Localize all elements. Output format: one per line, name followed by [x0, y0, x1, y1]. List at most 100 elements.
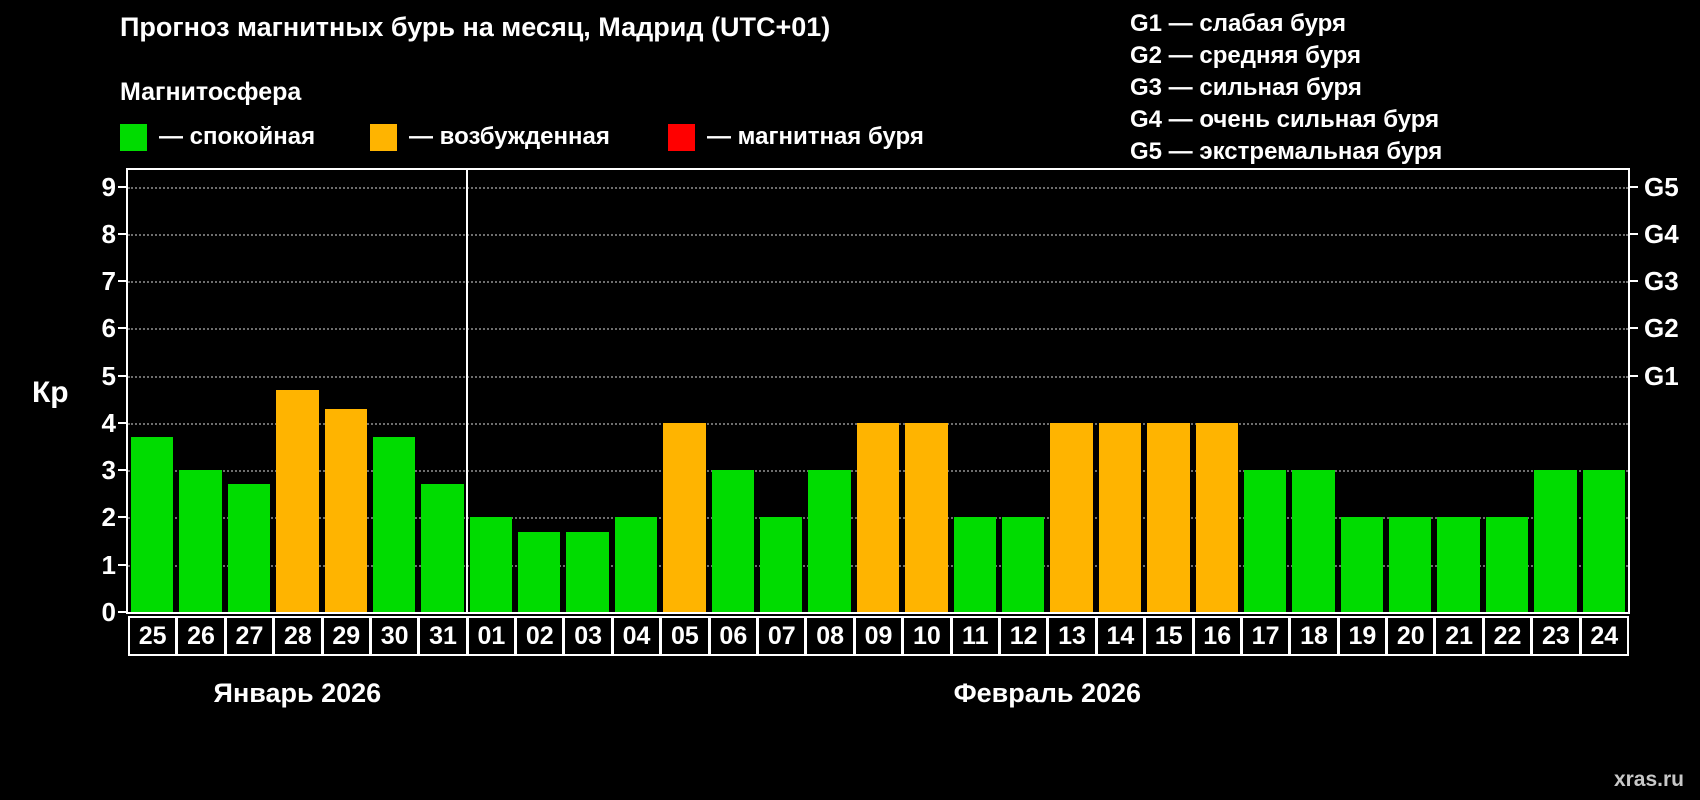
- right-axis-label-G1: G1: [1644, 360, 1679, 391]
- ytick-label-6: 6: [101, 313, 116, 344]
- day-label-26: 26: [176, 616, 226, 656]
- g-scale-legend: G1 — слабая буря G2 — средняя буря G3 — …: [1130, 8, 1442, 168]
- kp-bar-11: [953, 517, 996, 612]
- day-label-22: 22: [1482, 616, 1533, 656]
- kp-bar-19: [1340, 517, 1384, 612]
- ytick-mark-right-G4: [1628, 232, 1638, 235]
- right-axis-label-G2: G2: [1644, 313, 1679, 344]
- right-axis-label-G3: G3: [1644, 266, 1679, 297]
- day-label-27: 27: [224, 616, 275, 656]
- day-label-30: 30: [369, 616, 420, 656]
- day-label-02: 02: [515, 616, 565, 656]
- day-label-05: 05: [660, 616, 710, 656]
- day-label-28: 28: [273, 616, 323, 656]
- legend-item-storm: — магнитная буря: [668, 122, 924, 152]
- day-label-19: 19: [1337, 616, 1388, 656]
- kp-bar-24: [1582, 470, 1625, 612]
- day-label-12: 12: [998, 616, 1049, 656]
- g-legend-line-5: G5 — экстремальная буря: [1130, 138, 1443, 165]
- day-label-24: 24: [1579, 616, 1629, 656]
- kp-bar-14: [1098, 422, 1142, 612]
- day-label-16: 16: [1192, 616, 1242, 656]
- month-separator: [465, 170, 468, 612]
- ytick-mark-left-9: [118, 185, 128, 188]
- g-legend-line-2: G2 — средняя буря: [1130, 42, 1361, 69]
- kp-bar-07: [760, 517, 803, 612]
- gridline-kp-5: [128, 375, 1628, 378]
- kp-bar-08: [808, 470, 851, 612]
- kp-bar-02: [518, 531, 561, 612]
- day-label-21: 21: [1434, 616, 1484, 656]
- legend-item-quiet: — спокойная: [120, 122, 315, 152]
- excited-swatch-icon: [370, 123, 397, 151]
- ytick-label-5: 5: [101, 360, 116, 391]
- ytick-label-8: 8: [101, 218, 116, 249]
- kp-bar-01: [469, 517, 513, 612]
- day-label-17: 17: [1240, 616, 1291, 656]
- ytick-mark-left-7: [118, 280, 128, 283]
- gridline-kp-6: [128, 328, 1628, 331]
- day-label-29: 29: [321, 616, 371, 656]
- g-legend-line-4: G4 — очень сильная буря: [1130, 106, 1440, 133]
- kp-bar-31: [421, 484, 464, 612]
- ytick-label-0: 0: [101, 597, 116, 627]
- kp-bar-03: [566, 531, 609, 612]
- day-label-11: 11: [950, 616, 1000, 656]
- ytick-mark-right-G2: [1628, 327, 1638, 330]
- g-legend-line-1: G1 — слабая буря: [1130, 10, 1347, 37]
- day-label-20: 20: [1386, 616, 1436, 656]
- quiet-swatch-icon: [120, 123, 147, 151]
- kp-bar-09: [856, 422, 900, 612]
- ytick-mark-left-2: [118, 516, 128, 519]
- ytick-mark-left-4: [118, 421, 128, 424]
- storm-swatch-icon: [668, 123, 695, 151]
- kp-bar-06: [711, 470, 755, 612]
- month-label: Февраль 2026: [953, 678, 1142, 708]
- day-label-10: 10: [902, 616, 952, 656]
- ytick-mark-left-5: [118, 374, 128, 377]
- kp-bar-23: [1534, 470, 1577, 612]
- month-label: Январь 2026: [213, 678, 382, 708]
- day-label-06: 06: [708, 616, 759, 656]
- ytick-mark-right-G5: [1628, 185, 1638, 188]
- gridline-kp-7: [128, 281, 1628, 284]
- y-axis-label: Кр: [32, 376, 69, 409]
- legend-label-storm: — магнитная буря: [707, 123, 924, 150]
- kp-bar-29: [324, 408, 367, 612]
- gridline-kp-8: [128, 233, 1628, 236]
- right-axis-label-G4: G4: [1644, 218, 1679, 249]
- legend-label-excited: — возбужденная: [409, 123, 610, 150]
- day-label-08: 08: [805, 616, 855, 656]
- g-legend-line-3: G3 — сильная буря: [1130, 74, 1362, 101]
- ytick-label-1: 1: [101, 549, 116, 580]
- kp-bar-04: [614, 517, 658, 612]
- kp-bar-26: [179, 470, 222, 612]
- kp-bar-30: [372, 437, 416, 612]
- day-label-31: 31: [418, 616, 468, 656]
- day-label-04: 04: [611, 616, 662, 656]
- kp-bar-25: [131, 437, 174, 612]
- ytick-label-2: 2: [101, 502, 116, 533]
- kp-bar-18: [1292, 470, 1335, 612]
- ytick-label-9: 9: [101, 171, 116, 202]
- day-label-01: 01: [466, 616, 517, 656]
- ytick-label-3: 3: [101, 455, 116, 486]
- ytick-label-4: 4: [101, 407, 116, 438]
- day-label-07: 07: [757, 616, 807, 656]
- kp-bar-15: [1147, 422, 1190, 612]
- kp-bar-12: [1001, 517, 1045, 612]
- kp-bar-27: [227, 484, 271, 612]
- day-label-18: 18: [1289, 616, 1339, 656]
- ytick-mark-left-6: [118, 327, 128, 330]
- ytick-mark-right-G1: [1628, 374, 1638, 377]
- chart-title: Прогноз магнитных бурь на месяц, Мадрид …: [120, 12, 831, 42]
- kp-bar-22: [1485, 517, 1529, 612]
- kp-bar-05: [663, 422, 706, 612]
- ytick-mark-left-3: [118, 469, 128, 472]
- ytick-mark-left-8: [118, 232, 128, 235]
- day-label-03: 03: [563, 616, 613, 656]
- ytick-mark-left-1: [118, 563, 128, 566]
- kp-bar-10: [905, 422, 948, 612]
- kp-bar-20: [1389, 517, 1432, 612]
